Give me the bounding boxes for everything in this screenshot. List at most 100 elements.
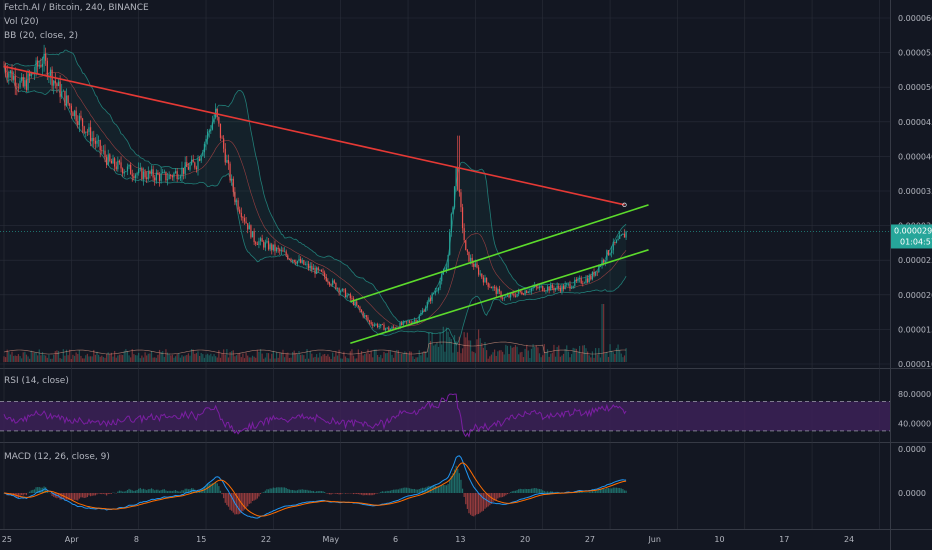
volume-bar xyxy=(253,356,255,362)
volume-bar xyxy=(465,337,467,362)
candle-body xyxy=(117,160,119,170)
candle-body xyxy=(609,253,611,255)
volume-bar xyxy=(93,349,95,362)
volume-bar xyxy=(275,351,278,362)
candle-body xyxy=(142,171,145,180)
price-tick-label: 0.00006000 xyxy=(898,14,932,23)
volume-bar xyxy=(147,353,149,362)
candle-body xyxy=(213,117,215,123)
candle-body xyxy=(259,238,262,242)
candle-body xyxy=(534,285,536,288)
macd-histogram-bar xyxy=(269,488,271,493)
macd-histogram-bar xyxy=(109,493,111,494)
candle-body xyxy=(250,225,252,238)
macd-histogram-bar xyxy=(274,487,276,493)
volume-bar xyxy=(123,350,125,362)
macd-histogram-bar xyxy=(266,489,268,493)
volume-bar xyxy=(397,350,400,362)
volume-bar xyxy=(524,348,526,362)
volume-bar xyxy=(126,350,129,362)
candle-body xyxy=(258,241,260,245)
macd-histogram-bar xyxy=(593,491,595,493)
candle-body xyxy=(370,322,372,325)
macd-histogram-bar xyxy=(412,488,414,493)
macd-histogram-bar xyxy=(428,485,430,493)
volume-bar xyxy=(601,304,603,362)
macd-histogram-bar xyxy=(386,490,388,493)
candle-body xyxy=(500,291,502,298)
macd-histogram-bar xyxy=(474,493,476,516)
macd-histogram-bar xyxy=(152,489,154,493)
volume-bar xyxy=(181,355,183,362)
macd-histogram-bar xyxy=(601,488,603,493)
macd-histogram-bar xyxy=(623,490,626,493)
candle-body xyxy=(567,283,569,285)
candle-body xyxy=(614,241,616,243)
candle-body xyxy=(43,53,45,64)
volume-bar xyxy=(625,348,627,362)
volume-bar xyxy=(502,351,504,362)
macd-histogram-bar xyxy=(194,489,196,493)
candle-body xyxy=(522,294,525,295)
macd-histogram-bar xyxy=(22,493,24,496)
volume-bar xyxy=(38,349,40,362)
macd-histogram-bar xyxy=(336,493,339,494)
macd-histogram-bar xyxy=(248,493,250,504)
candle-body xyxy=(606,250,608,261)
macd-signal-line xyxy=(3,462,627,517)
volume-bar xyxy=(306,349,308,362)
macd-histogram-bar xyxy=(123,491,125,493)
volume-bar xyxy=(521,351,523,362)
volume-bar xyxy=(83,358,85,362)
macd-histogram-bar xyxy=(221,493,223,495)
time-tick-label: 15 xyxy=(196,535,206,544)
volume-bar xyxy=(11,351,13,362)
candle-body xyxy=(482,277,484,283)
volume-bar xyxy=(372,357,374,362)
candle-body xyxy=(317,267,319,271)
macd-histogram-bar xyxy=(521,489,523,493)
volume-bar xyxy=(171,354,173,362)
candle-body xyxy=(8,73,10,78)
volume-bar xyxy=(622,357,624,362)
volume-bar xyxy=(32,352,34,362)
macd-histogram-bar xyxy=(288,489,290,493)
macd-histogram-bar xyxy=(498,493,501,498)
macd-histogram-bar xyxy=(131,490,133,493)
volume-bar xyxy=(498,350,501,362)
candle-body xyxy=(99,140,101,151)
volume-bar xyxy=(453,335,456,362)
volume-bar xyxy=(272,350,274,362)
candle-body xyxy=(5,66,7,73)
volume-bar xyxy=(304,358,307,362)
volume-bar xyxy=(609,344,611,362)
volume-bar xyxy=(48,354,50,362)
candle-body xyxy=(349,294,351,299)
candle-body xyxy=(35,60,37,73)
candle-body xyxy=(580,278,582,284)
volume-bar xyxy=(513,347,515,362)
volume-bar xyxy=(417,357,419,362)
macd-histogram-bar xyxy=(232,493,234,513)
volume-bar xyxy=(267,353,270,362)
volume-bar xyxy=(354,358,356,362)
volume-bar xyxy=(433,345,435,362)
macd-histogram-bar xyxy=(453,469,456,493)
candle-body xyxy=(65,95,68,106)
volume-bar xyxy=(569,357,571,362)
candle-body xyxy=(425,307,427,312)
macd-histogram-bar xyxy=(160,490,162,493)
macd-histogram-bar xyxy=(319,490,321,493)
macd-histogram-bar xyxy=(487,493,489,507)
macd-histogram-bar xyxy=(434,485,436,493)
candle-body xyxy=(96,140,98,144)
rsi-band xyxy=(0,401,890,431)
volume-bar xyxy=(522,357,525,362)
macd-histogram-bar xyxy=(476,493,478,515)
volume-bar xyxy=(595,348,597,362)
candle-body xyxy=(75,110,77,122)
volume-bar xyxy=(469,340,472,362)
candle-body xyxy=(388,327,390,331)
macd-histogram-bar xyxy=(149,489,151,493)
